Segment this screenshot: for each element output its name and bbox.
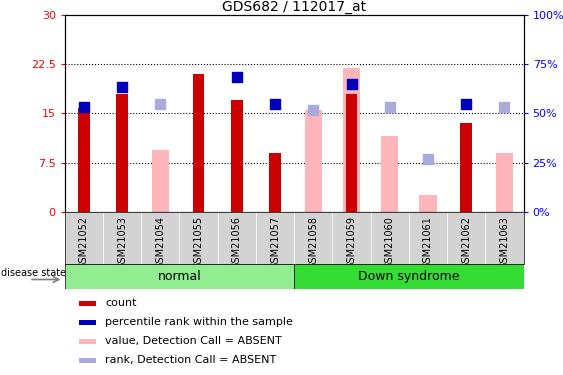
Point xyxy=(233,74,242,80)
Text: GSM21057: GSM21057 xyxy=(270,216,280,269)
Point xyxy=(156,100,165,106)
Text: GSM21053: GSM21053 xyxy=(117,216,127,269)
Point xyxy=(500,104,509,110)
Bar xyxy=(381,136,399,212)
Text: GSM21055: GSM21055 xyxy=(194,216,204,269)
Text: GSM21062: GSM21062 xyxy=(461,216,471,269)
Bar xyxy=(346,94,358,212)
Point xyxy=(118,84,127,90)
Text: GSM21060: GSM21060 xyxy=(385,216,395,269)
Text: percentile rank within the sample: percentile rank within the sample xyxy=(105,317,293,327)
Point xyxy=(347,81,356,87)
Point xyxy=(423,156,432,162)
Bar xyxy=(343,68,360,212)
Bar xyxy=(269,153,281,212)
Bar xyxy=(78,320,96,325)
Point xyxy=(79,104,88,110)
Text: rank, Detection Call = ABSENT: rank, Detection Call = ABSENT xyxy=(105,355,276,365)
Text: value, Detection Call = ABSENT: value, Detection Call = ABSENT xyxy=(105,336,282,346)
Bar xyxy=(231,100,243,212)
Point xyxy=(462,100,471,106)
Text: GSM21059: GSM21059 xyxy=(346,216,356,269)
Bar xyxy=(78,108,90,212)
Bar xyxy=(117,94,128,212)
Bar xyxy=(419,195,436,212)
Title: GDS682 / 112017_at: GDS682 / 112017_at xyxy=(222,0,366,14)
Bar xyxy=(78,358,96,363)
Bar xyxy=(461,123,472,212)
Bar xyxy=(78,301,96,306)
Text: normal: normal xyxy=(158,270,202,283)
Text: GSM21054: GSM21054 xyxy=(155,216,166,269)
Bar xyxy=(294,264,524,289)
Text: count: count xyxy=(105,298,137,308)
Point xyxy=(309,107,318,113)
Text: GSM21063: GSM21063 xyxy=(499,216,510,269)
Bar xyxy=(78,339,96,344)
Bar xyxy=(65,264,294,289)
Text: GSM21052: GSM21052 xyxy=(79,216,89,269)
Bar xyxy=(305,110,322,212)
Text: GSM21056: GSM21056 xyxy=(232,216,242,269)
Bar xyxy=(496,153,513,212)
Text: GSM21061: GSM21061 xyxy=(423,216,433,269)
Bar xyxy=(152,150,169,212)
Text: Down syndrome: Down syndrome xyxy=(358,270,459,283)
Bar xyxy=(193,74,204,212)
Text: disease state: disease state xyxy=(1,268,66,278)
Point xyxy=(385,104,394,110)
Point xyxy=(271,100,280,106)
Text: GSM21058: GSM21058 xyxy=(309,216,318,269)
